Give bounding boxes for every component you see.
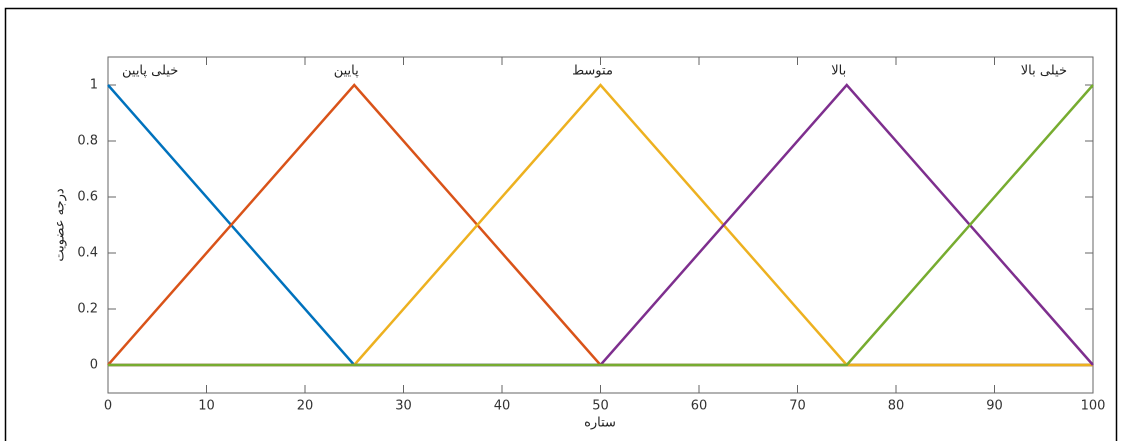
series-line	[108, 85, 1093, 365]
series-line	[108, 85, 1093, 365]
x-tick-label: 70	[789, 399, 806, 414]
x-tick-label: 40	[494, 399, 511, 414]
series-label: خیلی بالا	[1021, 64, 1067, 79]
series-label: خیلی پایین	[122, 64, 178, 79]
y-tick-label: 0.4	[77, 246, 98, 261]
y-tick-label: 0	[90, 358, 98, 373]
y-tick-label: 0.2	[77, 302, 98, 317]
x-tick-label: 60	[691, 399, 708, 414]
series-label: پایین	[334, 64, 359, 79]
x-tick-label: 100	[1081, 399, 1106, 414]
x-tick-label: 30	[395, 399, 412, 414]
y-tick-label: 0.8	[77, 134, 98, 149]
series-label: متوسط	[572, 64, 613, 79]
y-tick-label: 1	[90, 78, 98, 93]
x-tick-label: 0	[104, 399, 112, 414]
series-line	[108, 85, 1093, 365]
series-line	[108, 85, 1093, 365]
series-label: بالا	[831, 64, 846, 79]
chart: ستاره درجه عضویت 01020304050607080901000…	[0, 0, 1122, 441]
y-axis-label: درجه عضویت	[53, 188, 68, 262]
x-tick-label: 90	[986, 399, 1003, 414]
x-tick-label: 10	[198, 399, 215, 414]
page: {"chart_data": {"type": "line", "xlabel"…	[0, 0, 1122, 441]
x-tick-label: 80	[888, 399, 905, 414]
series-line	[108, 85, 1093, 365]
y-tick-label: 0.6	[77, 190, 98, 205]
plot-box	[108, 57, 1093, 393]
x-axis-label: ستاره	[584, 416, 616, 431]
x-tick-label: 20	[297, 399, 314, 414]
x-tick-label: 50	[592, 399, 609, 414]
